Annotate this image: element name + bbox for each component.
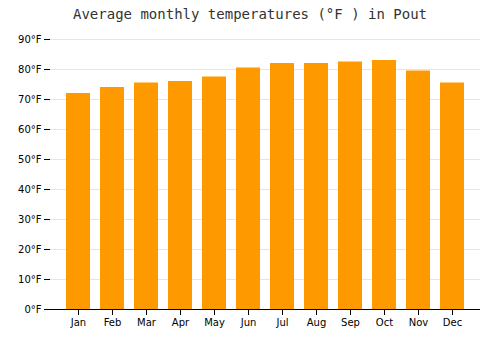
svg-text:20°F: 20°F <box>18 244 42 255</box>
svg-text:Jun: Jun <box>240 317 257 328</box>
svg-text:80°F: 80°F <box>18 64 42 75</box>
svg-text:Aug: Aug <box>307 317 327 328</box>
svg-text:May: May <box>204 317 225 328</box>
svg-text:Nov: Nov <box>409 317 429 328</box>
svg-text:70°F: 70°F <box>18 94 42 105</box>
svg-text:Dec: Dec <box>443 317 462 328</box>
svg-text:Jul: Jul <box>275 317 288 328</box>
svg-text:30°F: 30°F <box>18 214 42 225</box>
svg-text:60°F: 60°F <box>18 124 42 135</box>
html-text:Average monthly temperatures (: Average monthly temperatures (°F ) in Po… <box>73 6 427 22</box>
svg-text:Mar: Mar <box>137 317 157 328</box>
svg-text:Sep: Sep <box>341 317 360 328</box>
svg-text:0°F: 0°F <box>24 304 41 315</box>
svg-text:40°F: 40°F <box>18 184 42 195</box>
svg-text:90°F: 90°F <box>18 34 42 45</box>
svg-text:Feb: Feb <box>104 317 122 328</box>
svg-text:50°F: 50°F <box>18 154 42 165</box>
svg-text:Oct: Oct <box>376 317 393 328</box>
svg-text:10°F: 10°F <box>18 274 42 285</box>
svg-text:Jan: Jan <box>70 317 86 328</box>
svg-text:Apr: Apr <box>172 317 190 328</box>
